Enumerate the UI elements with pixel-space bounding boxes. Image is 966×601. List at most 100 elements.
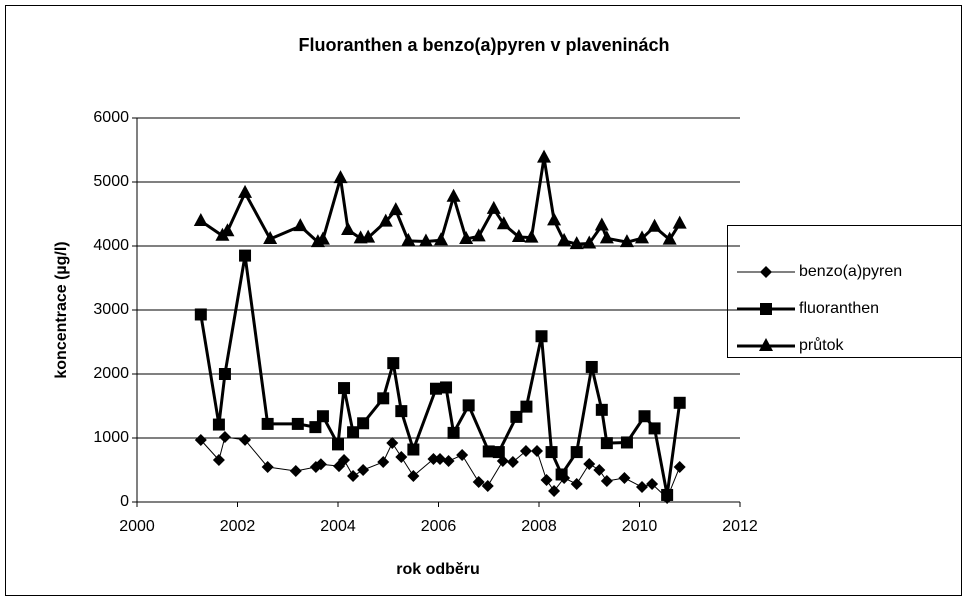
point bbox=[662, 231, 677, 245]
point bbox=[401, 232, 416, 246]
point bbox=[648, 422, 661, 435]
legend-marker bbox=[759, 338, 773, 351]
point bbox=[315, 231, 330, 245]
point bbox=[442, 455, 455, 468]
y-tick-label: 2000 bbox=[93, 365, 129, 382]
point bbox=[471, 228, 486, 242]
point bbox=[332, 438, 344, 451]
point bbox=[620, 436, 633, 449]
point bbox=[357, 417, 370, 430]
y-tick-label: 5000 bbox=[93, 173, 129, 190]
point bbox=[427, 452, 440, 465]
point bbox=[395, 405, 408, 418]
point bbox=[446, 188, 461, 202]
point bbox=[636, 481, 649, 494]
point bbox=[378, 213, 393, 227]
point bbox=[661, 488, 674, 501]
x-tick-label: 2000 bbox=[119, 518, 155, 535]
legend-marker bbox=[760, 266, 772, 278]
y-tick-label: 0 bbox=[120, 493, 129, 510]
point bbox=[347, 426, 360, 439]
point bbox=[481, 480, 494, 492]
point bbox=[407, 470, 420, 483]
point bbox=[535, 330, 548, 343]
point bbox=[583, 457, 596, 470]
point bbox=[585, 360, 598, 373]
point bbox=[347, 470, 360, 483]
point bbox=[263, 230, 278, 244]
point bbox=[289, 465, 302, 478]
x-tick-label: 2006 bbox=[421, 518, 457, 535]
point bbox=[387, 357, 400, 370]
point bbox=[459, 230, 474, 244]
point bbox=[530, 444, 543, 457]
point bbox=[486, 200, 501, 214]
point bbox=[511, 229, 526, 243]
legend-label: fluoranthen bbox=[799, 300, 879, 317]
point bbox=[647, 218, 662, 232]
point bbox=[239, 433, 252, 446]
point bbox=[673, 460, 686, 473]
point bbox=[510, 410, 523, 423]
point bbox=[212, 454, 225, 467]
point bbox=[599, 230, 614, 244]
point bbox=[193, 213, 208, 227]
point bbox=[520, 400, 533, 413]
point bbox=[194, 308, 207, 321]
legend-label: průtok bbox=[799, 336, 844, 354]
point bbox=[492, 446, 505, 459]
point bbox=[646, 478, 659, 491]
point bbox=[600, 437, 613, 450]
legend-marker bbox=[760, 303, 772, 315]
point bbox=[434, 452, 447, 465]
point bbox=[519, 444, 532, 457]
x-tick-label: 2012 bbox=[722, 518, 758, 535]
point bbox=[338, 454, 351, 467]
y-tick-label: 3000 bbox=[93, 301, 129, 318]
point bbox=[557, 232, 572, 246]
point bbox=[314, 458, 327, 471]
point bbox=[540, 474, 553, 487]
point bbox=[341, 222, 356, 235]
point bbox=[672, 215, 687, 229]
point bbox=[261, 417, 274, 430]
point bbox=[220, 223, 235, 237]
y-tick-label: 4000 bbox=[93, 237, 129, 254]
point bbox=[212, 418, 225, 431]
point bbox=[395, 451, 408, 464]
point bbox=[309, 421, 322, 434]
point bbox=[600, 475, 613, 488]
chart-title: Fluoranthen a benzo(a)pyren v plaveninác… bbox=[298, 35, 669, 55]
point bbox=[569, 236, 584, 250]
point bbox=[386, 436, 399, 449]
x-tick-label: 2008 bbox=[521, 518, 557, 535]
point bbox=[462, 399, 475, 412]
x-axis-label: rok odběru bbox=[396, 561, 480, 578]
point bbox=[293, 218, 308, 232]
point bbox=[582, 235, 597, 249]
point bbox=[595, 403, 608, 416]
x-tick-label: 2002 bbox=[220, 518, 256, 535]
point bbox=[545, 446, 558, 459]
point bbox=[447, 426, 460, 439]
point bbox=[570, 478, 583, 491]
point bbox=[239, 249, 252, 262]
point bbox=[547, 212, 562, 226]
point bbox=[291, 417, 304, 430]
point bbox=[238, 184, 253, 198]
point bbox=[506, 456, 519, 468]
point bbox=[638, 410, 651, 423]
point bbox=[377, 392, 390, 405]
x-tick-label: 2004 bbox=[320, 518, 356, 535]
point bbox=[418, 233, 433, 247]
point bbox=[218, 368, 231, 380]
point bbox=[388, 202, 403, 216]
point bbox=[472, 476, 485, 489]
y-tick-label: 6000 bbox=[93, 109, 129, 126]
point bbox=[338, 382, 351, 395]
legend-label: benzo(a)pyren bbox=[799, 263, 902, 280]
point bbox=[434, 232, 449, 246]
point bbox=[548, 484, 561, 497]
point bbox=[537, 149, 552, 163]
